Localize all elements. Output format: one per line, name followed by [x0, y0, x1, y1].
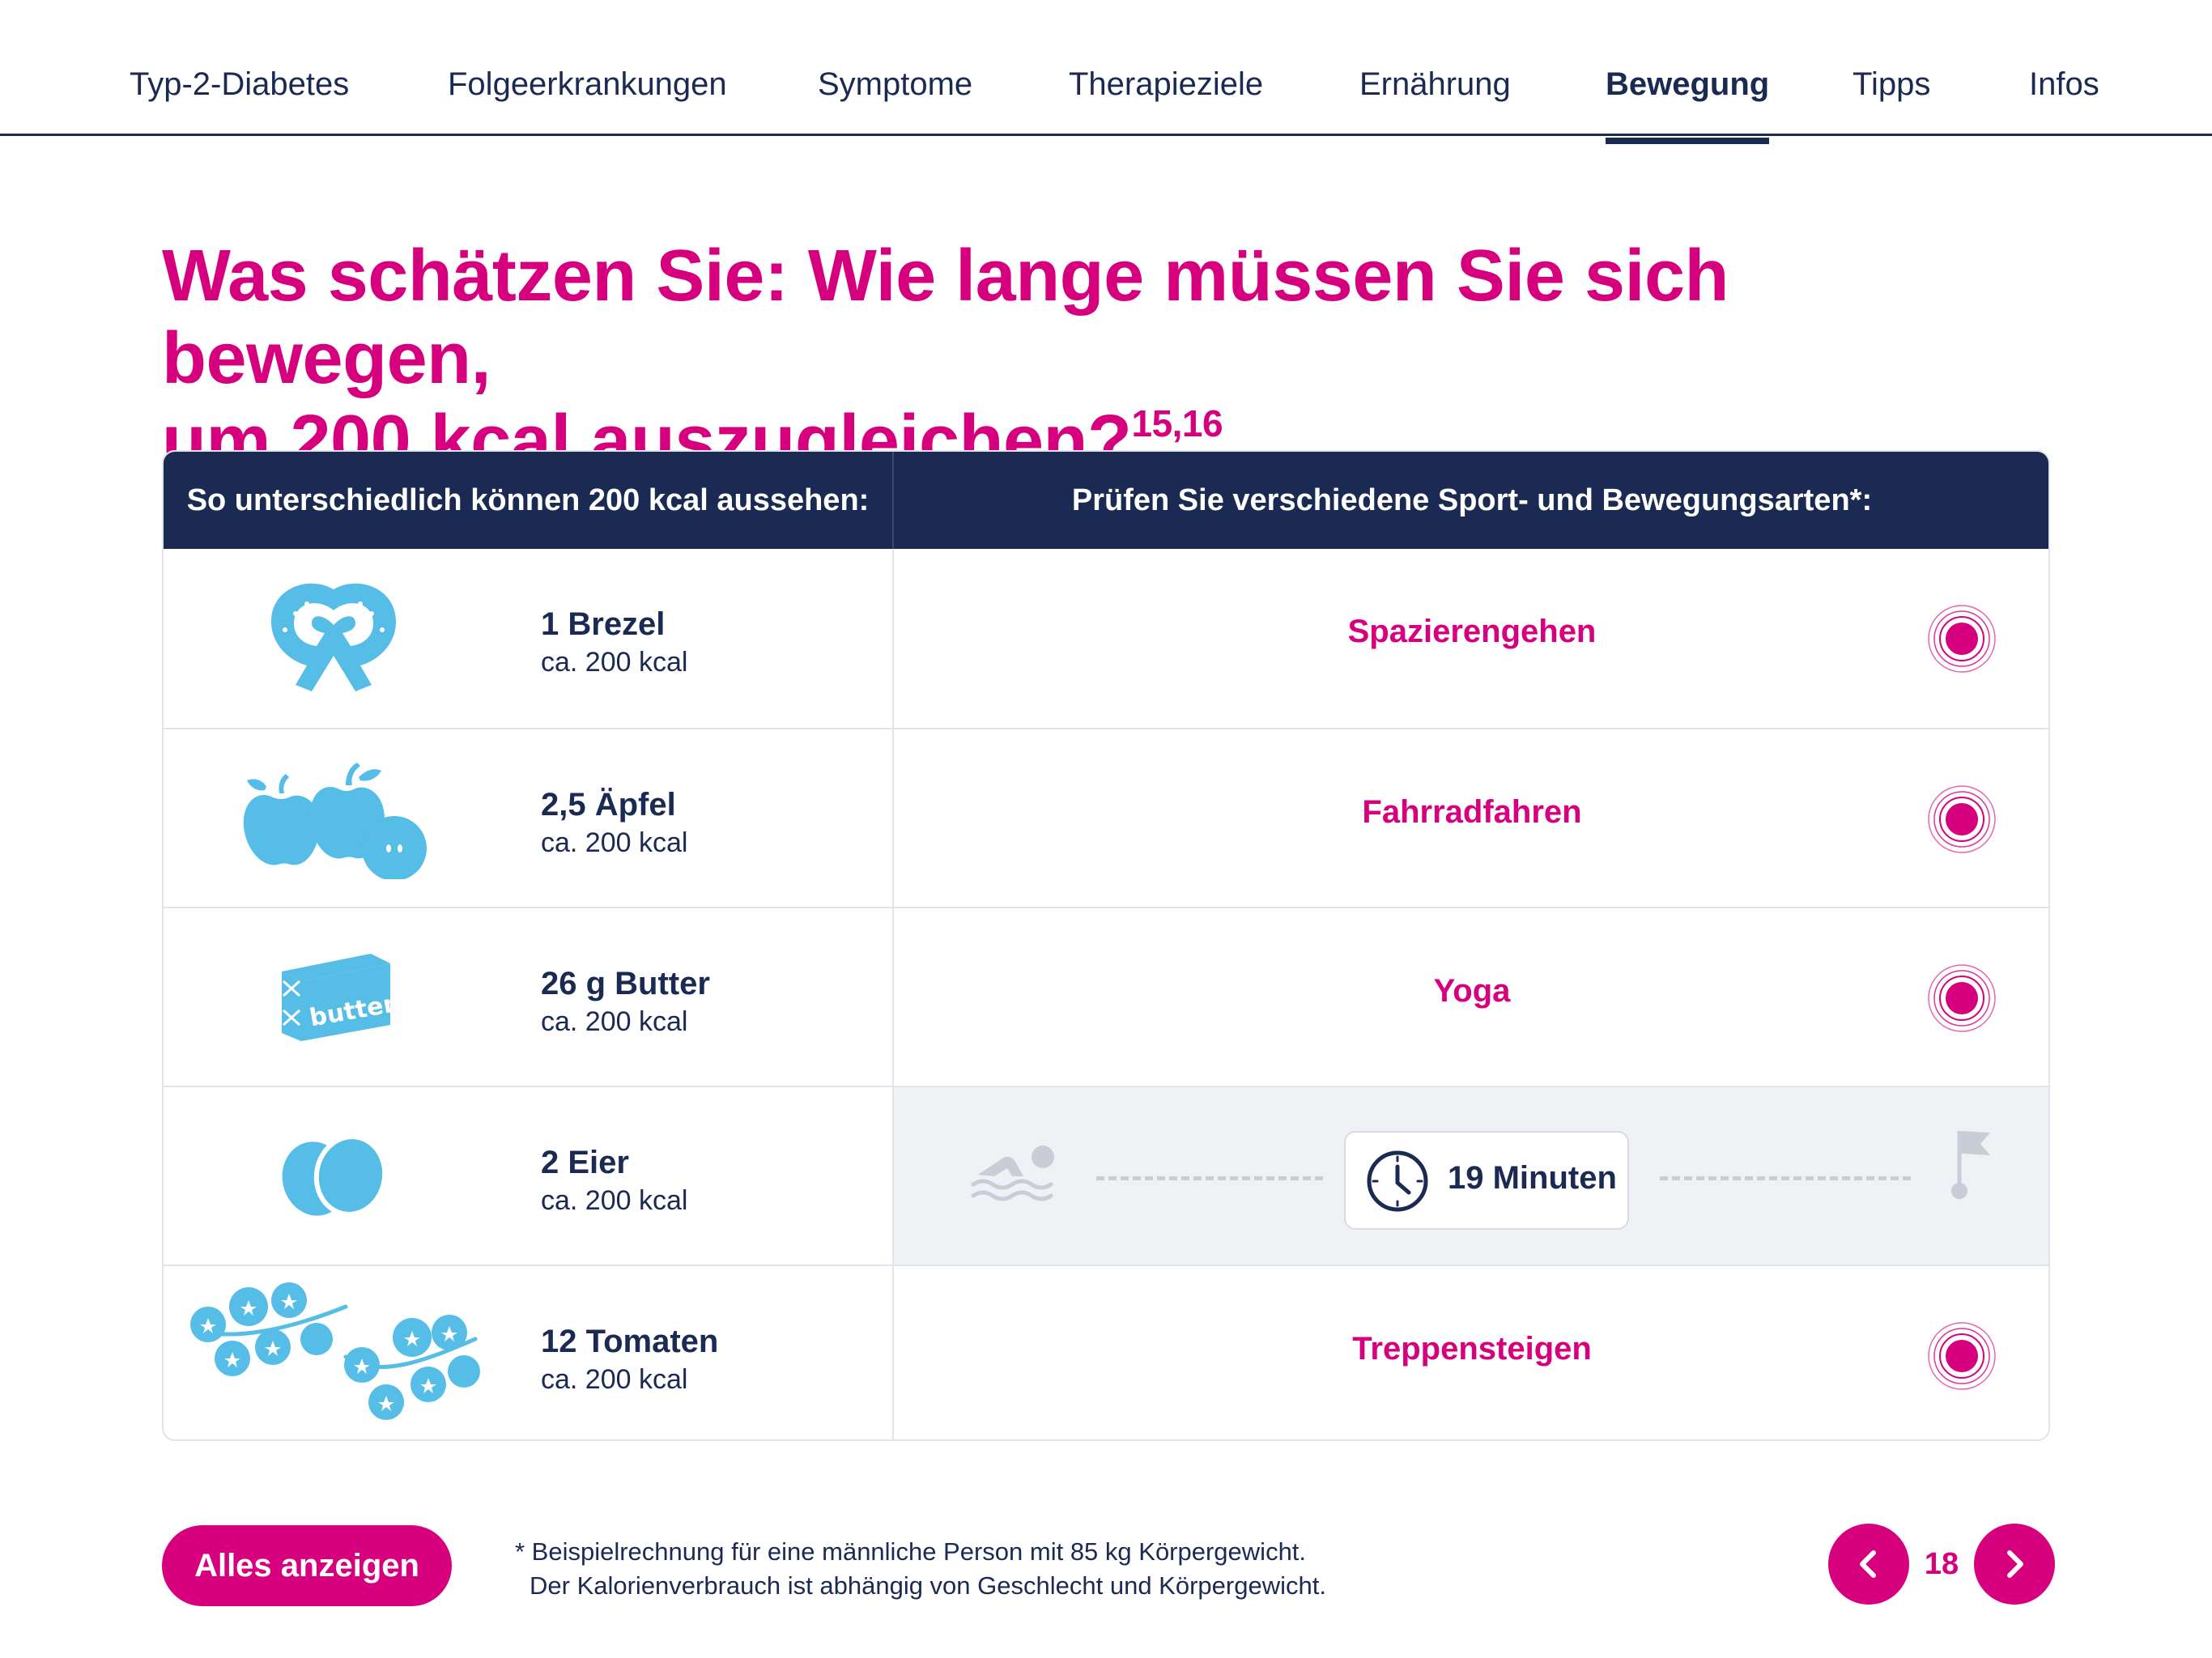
hotspot-pulse-icon[interactable] — [1927, 1321, 1997, 1391]
tomatoes-icon — [164, 1266, 504, 1439]
hotspot-pulse-icon[interactable] — [1927, 963, 1997, 1033]
activity-label: Yoga — [1433, 973, 1511, 1009]
nav-item-folgeerkrankungen[interactable]: Folgeerkrankungen — [448, 66, 727, 102]
food-name: 26 g Butter — [541, 966, 710, 1001]
activity-treppensteigen[interactable]: Treppensteigen — [894, 1266, 2048, 1439]
footnote-line-1: * Beispielrechnung für eine männliche Pe… — [515, 1537, 1307, 1566]
chevron-left-icon — [1860, 1550, 1876, 1578]
table-row: 2,5 Äpfel ca. 200 kcal Fahrradfahren — [164, 728, 2048, 907]
food-kcal: ca. 200 kcal — [541, 1364, 688, 1395]
column-divider — [892, 549, 894, 1439]
food-info: 1 Brezel ca. 200 kcal — [541, 604, 687, 680]
food-kcal: ca. 200 kcal — [541, 1185, 688, 1216]
food-name: 2,5 Äpfel — [541, 787, 676, 823]
footnote: * Beispielrechnung für eine männliche Pe… — [515, 1535, 1326, 1603]
activity-schwimmen-result[interactable]: 19 Minuten — [894, 1087, 2048, 1265]
kcal-activity-table: So unterschiedlich können 200 kcal ausse… — [162, 450, 2050, 1441]
food-kcal: ca. 200 kcal — [541, 647, 688, 678]
clock-icon — [1367, 1150, 1428, 1212]
page-title: Was schätzen Sie: Wie lange müssen Sie s… — [162, 235, 2065, 483]
title-line-1: Was schätzen Sie: Wie lange müssen Sie s… — [162, 236, 1729, 399]
duration-value: 19 Minuten — [1448, 1160, 1617, 1196]
table-header: So unterschiedlich können 200 kcal ausse… — [164, 452, 2048, 549]
table-row: butter 26 g Butter ca. 200 kcal Yoga — [164, 907, 2048, 1086]
table-row: 2 Eier ca. 200 kcal — [164, 1086, 2048, 1265]
next-page-button[interactable] — [1974, 1524, 2055, 1605]
swimmer-icon — [971, 1146, 1054, 1201]
food-kcal: ca. 200 kcal — [541, 1006, 688, 1037]
butter-icon: butter — [164, 908, 504, 1086]
nav-item-ernaehrung[interactable]: Ernährung — [1359, 66, 1511, 102]
food-info: 2 Eier ca. 200 kcal — [541, 1142, 687, 1218]
food-info: 2,5 Äpfel ca. 200 kcal — [541, 784, 687, 861]
hotspot-pulse-icon[interactable] — [1927, 604, 1997, 674]
food-name: 12 Tomaten — [541, 1324, 719, 1359]
finish-flag-icon — [1951, 1131, 1990, 1199]
progress-dash-right — [1660, 1176, 1911, 1180]
main-navigation: Typ-2-Diabetes Folgeerkrankungen Symptom… — [0, 0, 2212, 144]
activity-yoga[interactable]: Yoga — [894, 908, 2048, 1086]
show-all-button[interactable]: Alles anzeigen — [162, 1525, 452, 1606]
activity-spazierengehen[interactable]: Spazierengehen — [894, 549, 2048, 726]
nav-item-symptome[interactable]: Symptome — [818, 66, 973, 102]
nav-item-therapieziele[interactable]: Therapieziele — [1069, 66, 1264, 102]
activity-label: Fahrradfahren — [1362, 794, 1582, 830]
activity-fahrradfahren[interactable]: Fahrradfahren — [894, 729, 2048, 907]
progress-dash-left — [1096, 1176, 1323, 1180]
nav-item-typ-2-diabetes[interactable]: Typ-2-Diabetes — [130, 66, 350, 102]
reference-superscript: 15,16 — [1131, 402, 1223, 444]
food-name: 2 Eier — [541, 1145, 629, 1180]
chevron-right-icon — [2007, 1550, 2023, 1578]
table-row: 1 Brezel ca. 200 kcal Spazierengehen — [164, 549, 2048, 728]
pretzel-icon — [164, 549, 504, 726]
eggs-icon — [164, 1087, 504, 1265]
nav-item-tipps[interactable]: Tipps — [1853, 66, 1931, 102]
page-number: 18 — [1924, 1547, 1959, 1581]
nav-item-infos[interactable]: Infos — [2029, 66, 2099, 102]
header-food-column: So unterschiedlich können 200 kcal ausse… — [186, 483, 870, 517]
activity-label: Treppensteigen — [1352, 1331, 1592, 1367]
previous-page-button[interactable] — [1828, 1524, 1909, 1605]
header-activity-column: Prüfen Sie verschiedene Sport- und Beweg… — [1071, 483, 1873, 517]
food-info: 12 Tomaten ca. 200 kcal — [541, 1321, 718, 1397]
apples-icon — [164, 729, 504, 907]
hotspot-pulse-icon[interactable] — [1927, 784, 1997, 854]
food-name: 1 Brezel — [541, 606, 666, 642]
table-row: 12 Tomaten ca. 200 kcal Treppensteigen — [164, 1265, 2048, 1439]
food-info: 26 g Butter ca. 200 kcal — [541, 963, 710, 1039]
footnote-line-2: Der Kalorienverbrauch ist abhängig von G… — [530, 1571, 1326, 1600]
header-divider — [892, 452, 894, 549]
nav-item-bewegung[interactable]: Bewegung — [1606, 66, 1770, 144]
duration-box: 19 Minuten — [1344, 1131, 1629, 1230]
activity-label: Spazierengehen — [1347, 614, 1597, 649]
food-kcal: ca. 200 kcal — [541, 827, 688, 858]
